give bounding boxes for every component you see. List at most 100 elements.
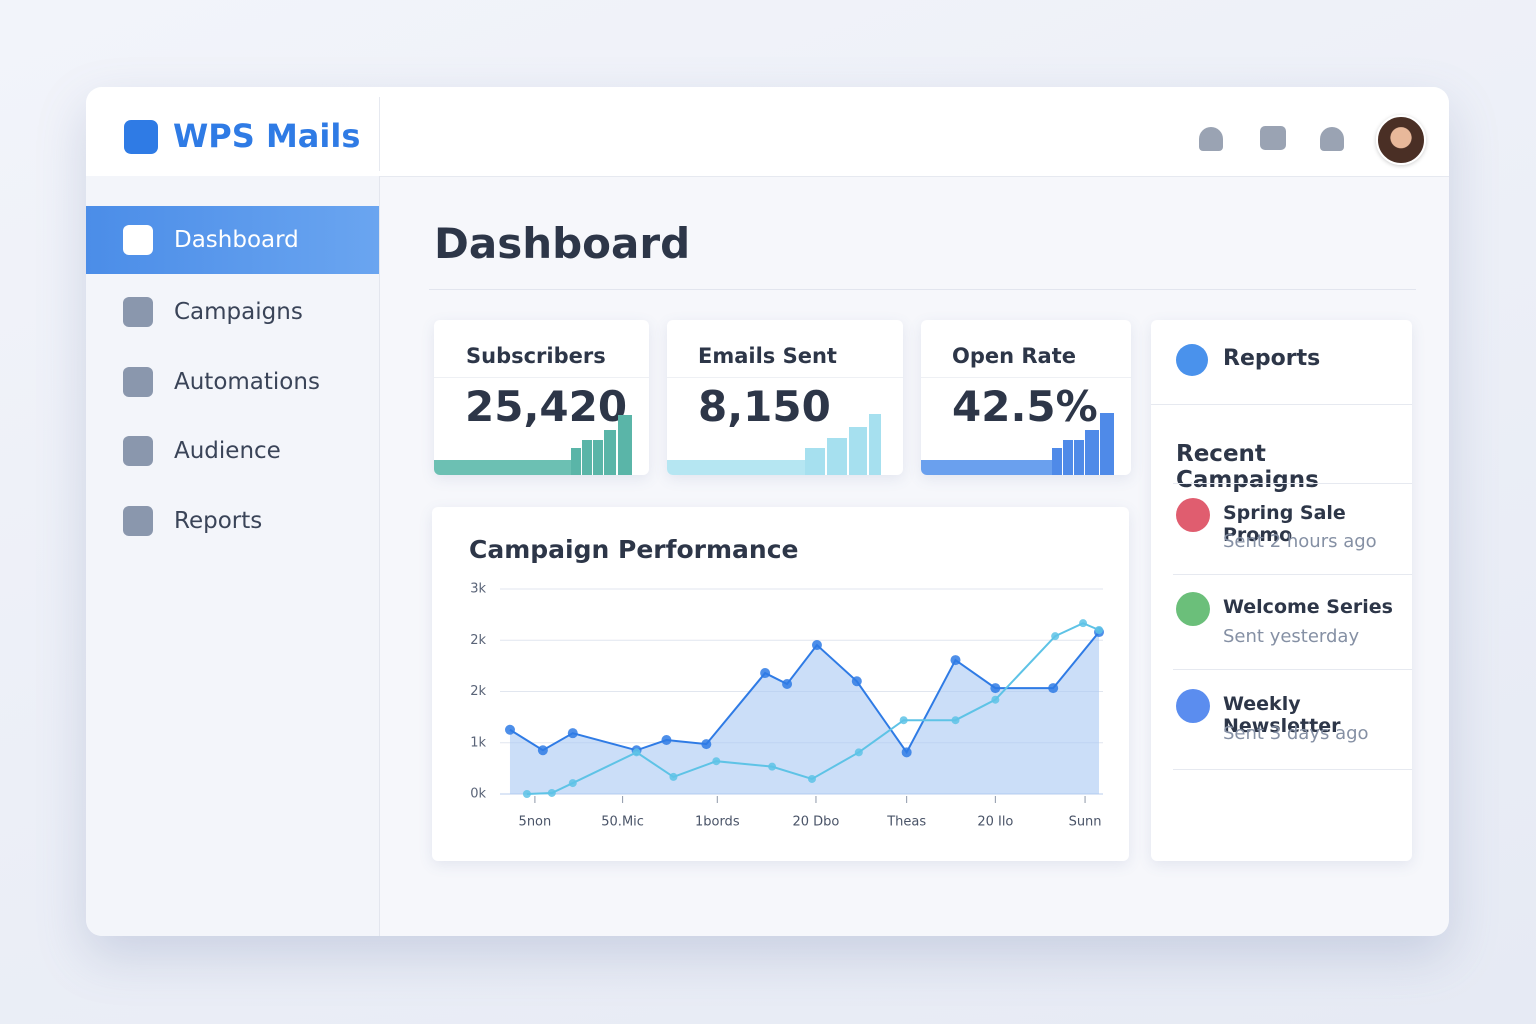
nav-label: Automations (174, 369, 320, 395)
avatar[interactable] (1376, 115, 1426, 165)
stat-label: Subscribers (466, 344, 606, 368)
stat-card: Emails Sent 8,150 (667, 320, 903, 475)
page-title: Dashboard (434, 219, 691, 268)
data-point (768, 762, 777, 771)
stat-label: Open Rate (952, 344, 1077, 368)
data-point (990, 683, 1001, 694)
data-point (950, 655, 961, 666)
data-point (632, 748, 641, 757)
campaign-time: Sent 3 days ago (1223, 723, 1369, 744)
stat-card: Open Rate 42.5% (921, 320, 1131, 475)
nav-icon (123, 436, 153, 466)
y-tick-label: 2k (470, 684, 486, 699)
data-point (951, 716, 960, 725)
divider (1151, 404, 1412, 405)
brand: WPS Mails (173, 117, 361, 155)
data-point (782, 678, 793, 689)
nav-item[interactable]: Audience (86, 417, 379, 485)
x-tick-label: 1bords (695, 815, 740, 830)
panel-title[interactable]: Reports (1223, 346, 1321, 371)
campaign-icon (1176, 498, 1210, 532)
y-tick-label: 1k (470, 735, 486, 750)
campaign-name[interactable]: Spring Sale Promo (1223, 502, 1346, 546)
stat-label: Emails Sent (698, 344, 837, 368)
divider (1173, 769, 1412, 770)
y-tick-label: 2k (470, 633, 486, 648)
data-point (547, 788, 556, 797)
campaign-icon (1176, 689, 1210, 723)
icon-button[interactable] (1320, 127, 1344, 151)
app-window: WPS Mails Dashboard Campaigns Automation… (86, 87, 1449, 936)
nav-icon (123, 506, 153, 536)
data-point (567, 728, 578, 739)
data-point (712, 757, 721, 766)
data-point (1095, 626, 1104, 634)
x-tick-label: 20 Ilo (977, 815, 1013, 830)
stat-value: 8,150 (698, 382, 831, 431)
nav-icon (123, 297, 153, 327)
campaign-time: Sent 2 hours ago (1223, 531, 1377, 552)
divider (667, 377, 903, 378)
nav-label: Dashboard (174, 227, 299, 253)
campaign-icon (1176, 592, 1210, 626)
nav-item[interactable]: Reports (86, 487, 379, 555)
sparkbars (434, 415, 632, 475)
data-point (1079, 619, 1088, 628)
nav-icon (123, 367, 153, 397)
data-point (854, 748, 863, 757)
reports-icon (1176, 344, 1208, 376)
campaign-time: Sent yesterday (1223, 626, 1360, 647)
campaign-name[interactable]: Weekly Newsletter (1223, 693, 1341, 737)
chart: Campaign Performance 0k 1k 2k 2k 3k 5non 50.Mi… (469, 535, 1105, 830)
x-tick-label: Sunn (1069, 815, 1102, 830)
y-tick-label: 0k (470, 787, 486, 802)
chart-card: Campaign Performance 0k 1k 2k 2k 3k 5non 50.Mi… (432, 507, 1129, 861)
divider (1173, 483, 1412, 484)
reports-panel: Reports Recent Campaigns Spring Sale Pro… (1151, 320, 1412, 861)
x-tick-label: Theas (886, 815, 926, 830)
data-point (1048, 683, 1059, 694)
icon-button[interactable] (1260, 126, 1286, 150)
data-point (811, 640, 822, 651)
nav-label: Audience (174, 438, 281, 464)
icon-button[interactable] (1199, 127, 1223, 151)
data-point (851, 676, 862, 687)
y-tick-label: 3k (470, 582, 486, 597)
data-point (504, 724, 515, 735)
data-point (669, 772, 678, 781)
data-point (522, 790, 531, 798)
sparkbars (667, 414, 881, 475)
stat-card: Subscribers 25,420 (434, 320, 649, 475)
nav-item[interactable]: Automations (86, 348, 379, 416)
divider (429, 289, 1416, 290)
sparkbars (921, 413, 1114, 475)
data-point (701, 739, 712, 750)
divider (434, 377, 649, 378)
top-bar: WPS Mails (86, 87, 1449, 177)
nav-item[interactable]: Campaigns (86, 278, 379, 346)
campaign-name[interactable]: Welcome Series (1223, 596, 1393, 618)
divider (1173, 574, 1412, 575)
divider (921, 377, 1131, 378)
data-point (661, 735, 672, 746)
divider (379, 97, 380, 171)
nav-icon (123, 225, 153, 255)
data-point (991, 695, 1000, 704)
chart-title: Campaign Performance (469, 535, 798, 564)
data-point (760, 668, 771, 679)
nav-label: Campaigns (174, 299, 303, 325)
data-point (1051, 632, 1060, 641)
nav-label: Reports (174, 508, 263, 534)
series-area (509, 632, 1100, 794)
data-point (537, 745, 548, 756)
sidebar: Dashboard Campaigns Automations Audience… (86, 176, 380, 936)
x-tick-label: 20 Dbo (793, 815, 840, 830)
nav-item[interactable]: Dashboard (86, 206, 379, 274)
data-point (568, 779, 577, 788)
stat-value: 42.5% (952, 382, 1098, 431)
brand-logo (124, 120, 158, 154)
data-point (901, 747, 912, 758)
data-point (807, 774, 816, 783)
section-title: Recent Campaigns (1176, 441, 1319, 493)
